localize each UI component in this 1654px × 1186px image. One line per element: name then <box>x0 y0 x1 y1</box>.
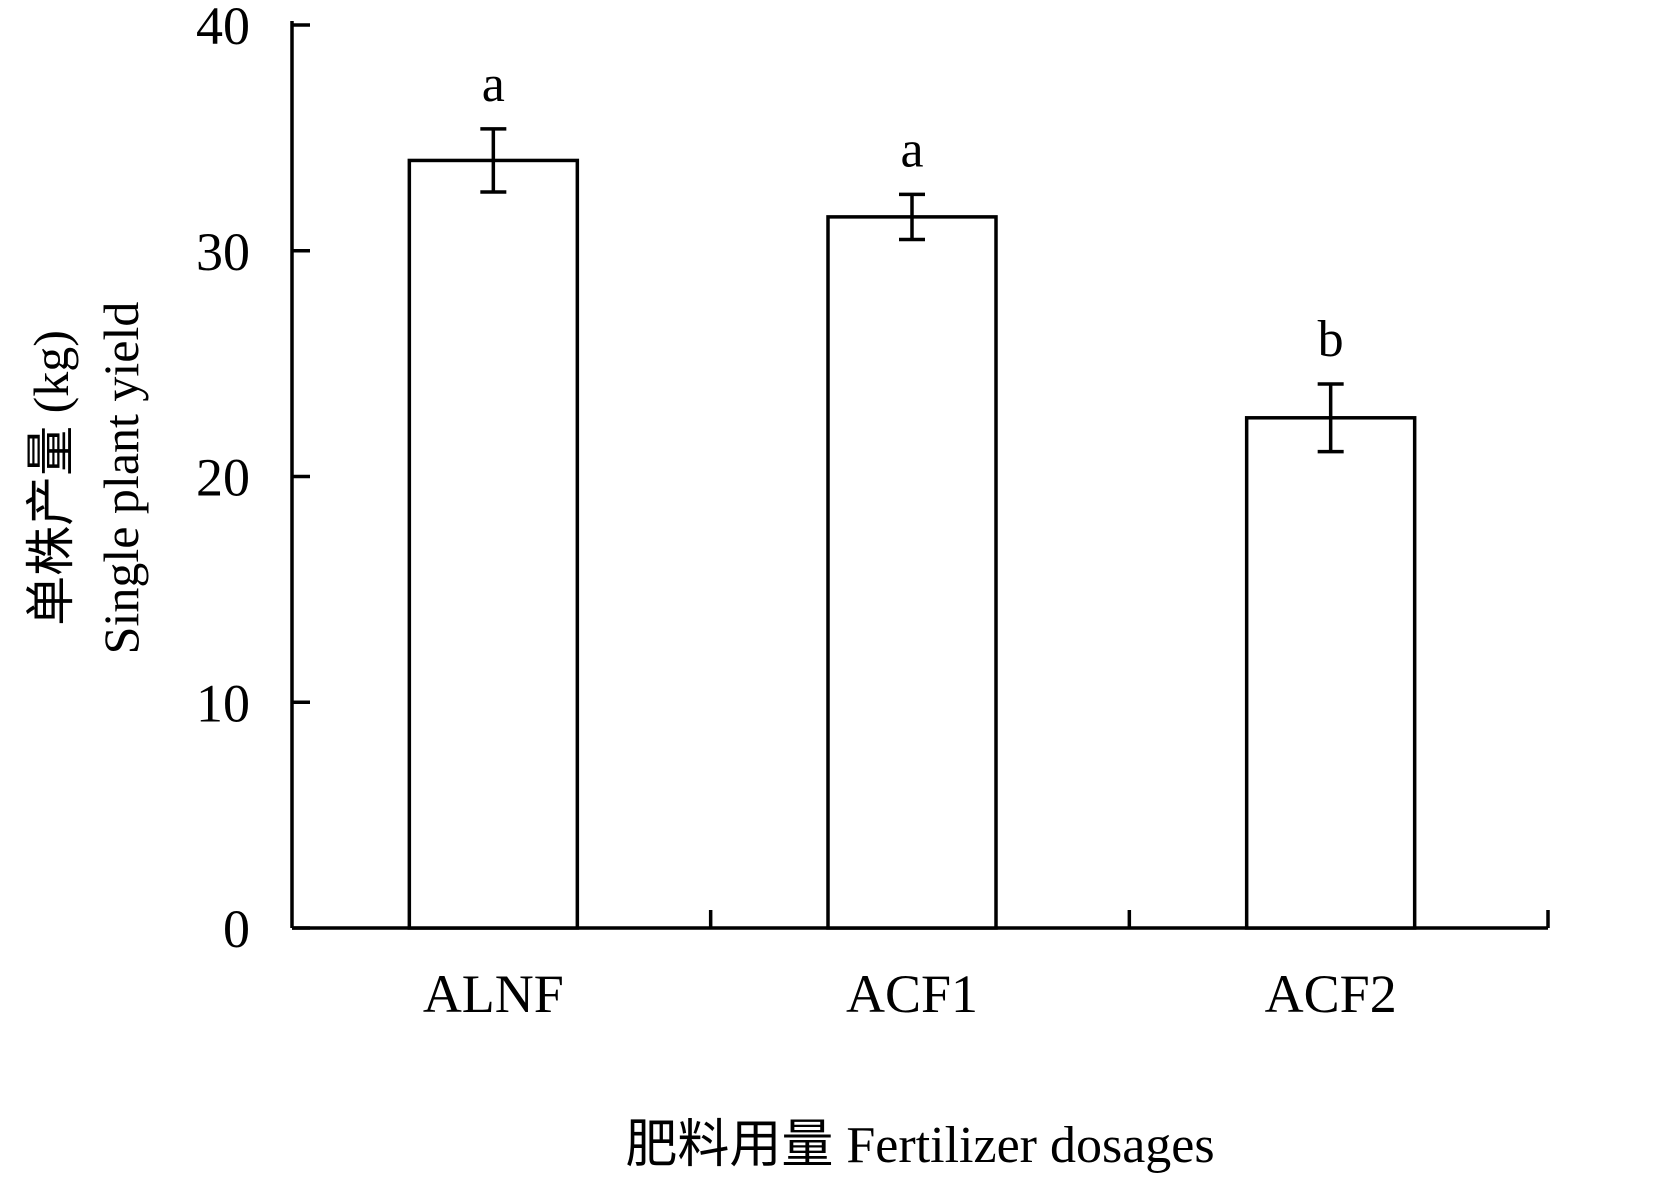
x-tick-label: ALNF <box>423 964 564 1024</box>
y-axis-label-line1: 单株产量 (kg) <box>23 330 79 626</box>
error-bars <box>480 127 1344 454</box>
significance-label: a <box>482 56 505 113</box>
bar <box>1244 416 1417 930</box>
y-tick-label: 30 <box>196 222 250 282</box>
bar <box>826 215 998 930</box>
bar <box>407 158 580 930</box>
y-tick-label: 0 <box>223 899 250 959</box>
axis-titles: 肥料用量 Fertilizer dosages 单株产量 (kg) Single… <box>23 302 1215 1174</box>
x-tick-label: ACF1 <box>846 964 978 1024</box>
x-axis-label: 肥料用量 Fertilizer dosages <box>625 1117 1214 1174</box>
y-axis-label-line2: Single plant yield <box>93 302 149 655</box>
significance-label: a <box>900 121 923 178</box>
y-tick-label: 20 <box>196 448 250 508</box>
significance-labels: a a b <box>482 56 1344 368</box>
bars <box>407 158 1417 930</box>
y-tick-label: 40 <box>196 0 250 56</box>
y-tick-label: 10 <box>196 673 250 733</box>
significance-label: b <box>1318 311 1344 368</box>
x-tick-label: ACF2 <box>1265 964 1397 1024</box>
tick-labels: 0 10 20 30 40 ALNF ACF1 ACF2 <box>196 0 1397 1024</box>
